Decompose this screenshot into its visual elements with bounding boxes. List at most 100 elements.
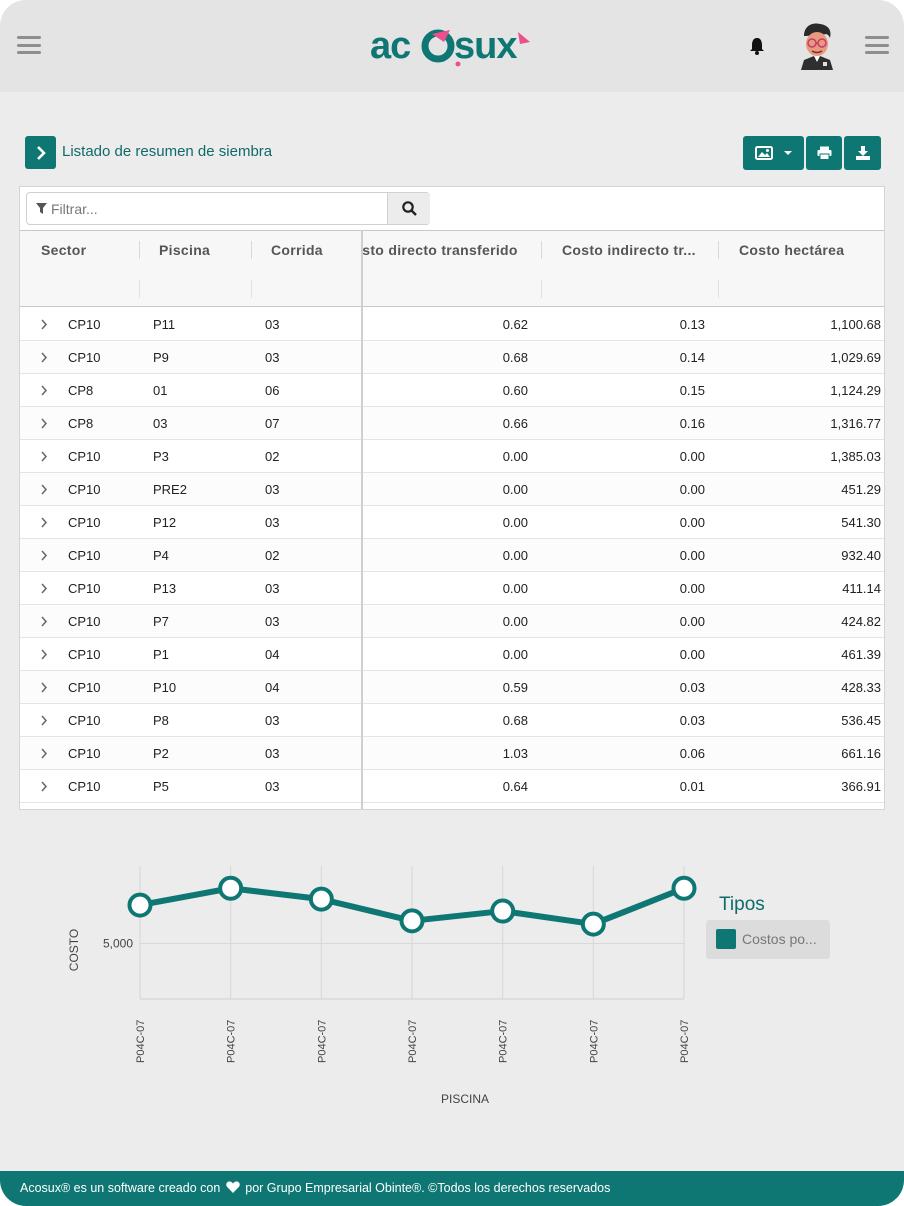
cell-costo-hectarea: 536.45	[841, 713, 881, 728]
column-header-costo-directo[interactable]: Costo directo transferido	[363, 242, 518, 258]
table-row[interactable]: CP10 P1 04 0.00 0.00 461.39	[20, 638, 884, 671]
chevron-right-icon[interactable]	[40, 550, 48, 561]
cell-costo-indirecto: 0.00	[679, 449, 705, 464]
column-header-corrida[interactable]: Corrida	[271, 242, 323, 258]
chevron-right-icon[interactable]	[40, 715, 48, 726]
cell-costo-hectarea: 932.40	[841, 548, 881, 563]
chevron-right-icon[interactable]	[40, 418, 48, 429]
table-row[interactable]: CP10 PRE2 03 0.00 0.00 451.29	[20, 473, 884, 506]
avatar[interactable]	[798, 22, 836, 70]
filter-input[interactable]	[27, 193, 387, 224]
data-point[interactable]	[308, 886, 334, 912]
image-icon	[754, 146, 773, 160]
page-title: Listado de resumen de siembra	[62, 143, 273, 160]
grid-rows: CP10 P11 03 0.62 0.13 1,100.68 CP10 P9 03 0.68 0.1…	[20, 308, 884, 803]
cell-piscina: P12	[153, 515, 177, 530]
cell-piscina: P5	[153, 779, 169, 794]
cell-costo-directo: 0.00	[502, 614, 528, 629]
menu-hamburger-icon[interactable]	[17, 36, 41, 54]
column-header-costo-hectarea[interactable]: Costo hectárea	[739, 242, 845, 258]
x-tick-label: P04C-07	[135, 1020, 147, 1063]
column-header-piscina[interactable]: Piscina	[159, 242, 211, 258]
cell-costo-hectarea: 366.91	[841, 779, 881, 794]
table-row[interactable]: CP8 03 07 0.66 0.16 1,316.77	[20, 407, 884, 440]
table-row[interactable]: CP10 P8 03 0.68 0.03 536.45	[20, 704, 884, 737]
cell-corrida: 03	[265, 614, 280, 629]
data-point[interactable]	[490, 898, 516, 924]
pinned-column-divider	[361, 230, 363, 809]
legend-swatch	[716, 929, 736, 949]
print-button[interactable]	[806, 136, 842, 170]
x-tick-label: P04C-07	[407, 1020, 419, 1063]
column-header-sector[interactable]: Sector	[41, 242, 87, 258]
cell-sector: CP10	[68, 317, 101, 332]
chevron-right-icon[interactable]	[40, 781, 48, 792]
table-row[interactable]: CP8 01 06 0.60 0.15 1,124.29	[20, 374, 884, 407]
chevron-right-icon[interactable]	[40, 748, 48, 759]
cell-sector: CP10	[68, 482, 101, 497]
table-row[interactable]: CP10 P13 03 0.00 0.00 411.14	[20, 572, 884, 605]
cell-sector: CP10	[68, 449, 101, 464]
legend-item-costos[interactable]: Costos po...	[706, 920, 830, 959]
chevron-right-icon[interactable]	[40, 319, 48, 330]
download-button[interactable]	[844, 136, 881, 170]
cell-corrida: 04	[265, 680, 280, 695]
x-tick-label: P04C-07	[679, 1020, 691, 1063]
cell-costo-indirecto: 0.00	[679, 548, 705, 563]
export-image-button[interactable]	[743, 136, 804, 170]
chevron-right-icon[interactable]	[40, 682, 48, 693]
chevron-right-icon[interactable]	[40, 517, 48, 528]
table-row[interactable]: CP10 P7 03 0.00 0.00 424.82	[20, 605, 884, 638]
cell-costo-directo: 0.00	[502, 482, 528, 497]
cell-piscina: P9	[153, 350, 169, 365]
chevron-right-icon[interactable]	[40, 583, 48, 594]
cell-costo-hectarea: 451.29	[841, 482, 881, 497]
cell-corrida: 03	[265, 779, 280, 794]
bell-icon[interactable]	[748, 36, 766, 56]
cell-sector: CP10	[68, 647, 101, 662]
cell-costo-directo: 0.00	[502, 581, 528, 596]
data-point[interactable]	[671, 875, 697, 901]
cell-sector: CP10	[68, 548, 101, 563]
table-row[interactable]: CP10 P5 03 0.64 0.01 366.91	[20, 770, 884, 803]
chevron-right-icon[interactable]	[40, 451, 48, 462]
cell-costo-hectarea: 1,029.69	[830, 350, 881, 365]
table-row[interactable]: CP10 P4 02 0.00 0.00 932.40	[20, 539, 884, 572]
chevron-right-icon[interactable]	[40, 649, 48, 660]
cell-sector: CP10	[68, 746, 101, 761]
brand-logo[interactable]: ac sux	[370, 24, 534, 68]
chevron-right-icon[interactable]	[40, 352, 48, 363]
cell-costo-hectarea: 1,316.77	[830, 416, 881, 431]
data-point[interactable]	[127, 892, 153, 918]
table-row[interactable]: CP10 P3 02 0.00 0.00 1,385.03	[20, 440, 884, 473]
data-point[interactable]	[580, 911, 606, 937]
cell-costo-indirecto: 0.15	[679, 383, 705, 398]
expand-panel-button[interactable]	[25, 136, 56, 169]
chevron-right-icon[interactable]	[40, 385, 48, 396]
cell-costo-directo: 0.68	[502, 713, 528, 728]
data-point[interactable]	[218, 875, 244, 901]
cell-sector: CP10	[68, 581, 101, 596]
cell-sector: CP10	[68, 713, 101, 728]
table-row[interactable]: CP10 P11 03 0.62 0.13 1,100.68	[20, 308, 884, 341]
table-row[interactable]: CP10 P12 03 0.00 0.00 541.30	[20, 506, 884, 539]
column-header-costo-indirecto[interactable]: Costo indirecto tr...	[562, 242, 696, 258]
filter-search-button[interactable]	[387, 193, 430, 224]
table-row[interactable]: CP10 P2 03 1.03 0.06 661.16	[20, 737, 884, 770]
cell-corrida: 03	[265, 350, 280, 365]
cell-costo-indirecto: 0.01	[679, 779, 705, 794]
cell-costo-hectarea: 1,100.68	[830, 317, 881, 332]
table-row[interactable]: CP10 P10 04 0.59 0.03 428.33	[20, 671, 884, 704]
x-tick-label: P04C-07	[588, 1020, 600, 1063]
data-point[interactable]	[399, 908, 425, 934]
chevron-right-icon[interactable]	[40, 484, 48, 495]
chevron-right-icon[interactable]	[40, 616, 48, 627]
table-row[interactable]: CP10 P9 03 0.68 0.14 1,029.69	[20, 341, 884, 374]
cell-corrida: 02	[265, 548, 280, 563]
cell-corrida: 03	[265, 713, 280, 728]
settings-hamburger-icon[interactable]	[865, 36, 889, 54]
cell-piscina: P13	[153, 581, 177, 596]
cell-costo-directo: 0.00	[502, 548, 528, 563]
cell-costo-indirecto: 0.00	[679, 647, 705, 662]
grid-header: Sector Piscina Corrida Costo directo tra…	[20, 230, 884, 307]
